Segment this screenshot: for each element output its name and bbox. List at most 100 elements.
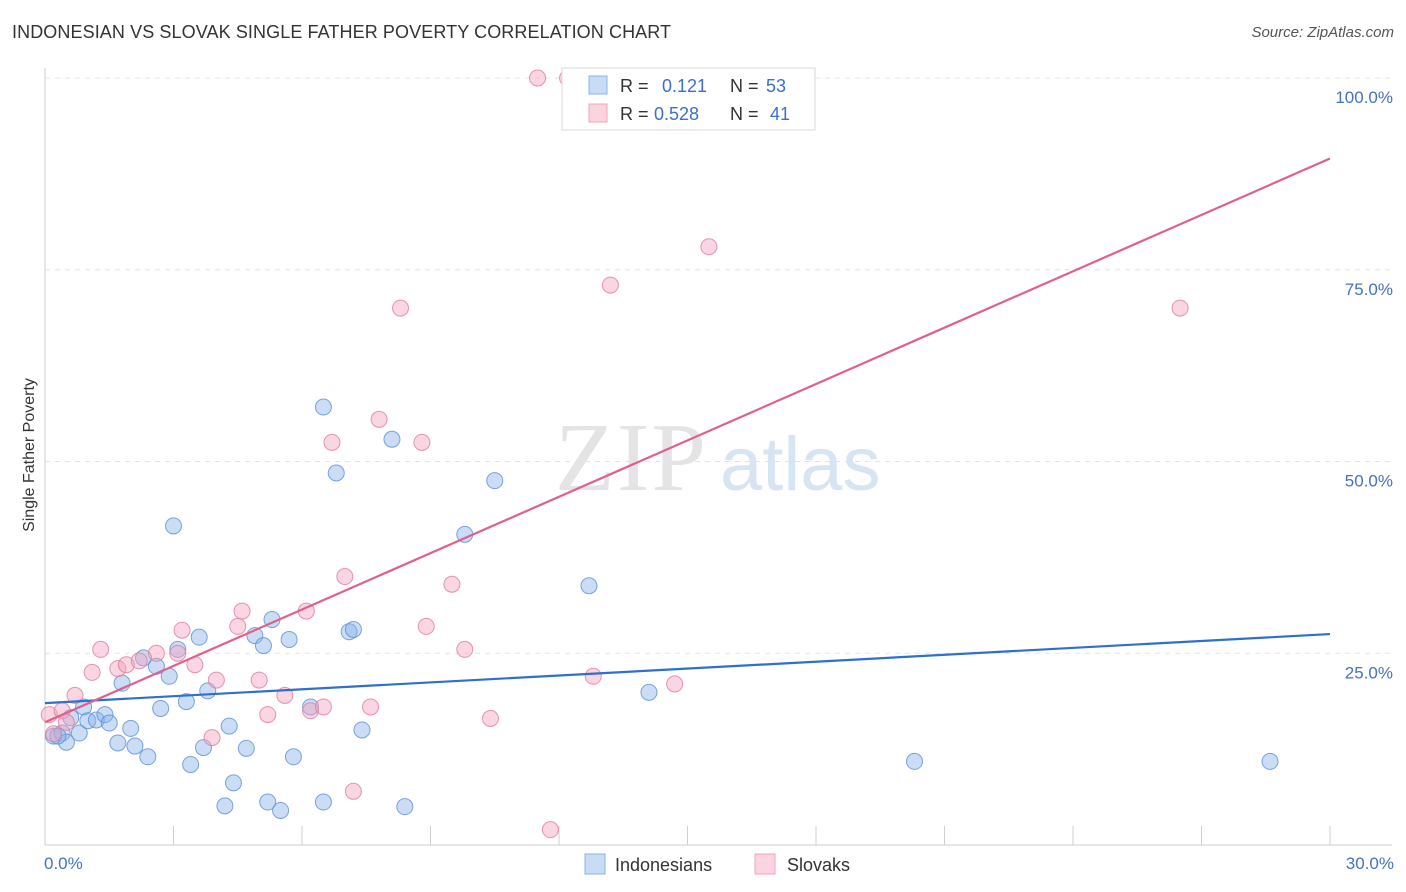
slovaks-point	[392, 299, 410, 317]
indonesians-point	[1261, 752, 1279, 770]
slovaks-point	[362, 698, 380, 716]
indonesians-point	[152, 699, 170, 717]
slovaks-point	[314, 698, 332, 716]
indonesians-point	[272, 801, 290, 819]
slovaks-point	[130, 652, 148, 670]
slovaks-point	[250, 671, 268, 689]
indonesians-point	[79, 712, 97, 730]
y-tick-label: 75.0%	[1345, 280, 1393, 299]
y-tick-label: 50.0%	[1345, 472, 1393, 491]
slovaks-point	[413, 433, 431, 451]
indonesians-point	[109, 734, 127, 752]
watermark-zip: ZIP	[555, 404, 708, 512]
slovaks-point	[443, 575, 461, 593]
source-label: Source: ZipAtlas.com	[1251, 24, 1394, 41]
slovaks-point	[417, 617, 435, 635]
bottom-legend-swatch-indonesians	[584, 853, 606, 875]
watermark-atlas: atlas	[720, 422, 881, 507]
slovaks-point	[66, 686, 84, 704]
slovaks-point	[92, 640, 110, 658]
indonesians-point	[353, 721, 371, 739]
legend-r-value-2: 0.528	[654, 104, 699, 124]
slovaks-point	[229, 617, 247, 635]
y-tick-label: 25.0%	[1345, 663, 1393, 682]
indonesians-point	[640, 683, 658, 701]
indonesians-point	[169, 640, 187, 658]
indonesians-point	[87, 711, 105, 729]
indonesians-point	[182, 755, 200, 773]
legend-n-label-1: N =	[730, 76, 759, 96]
indonesians-point	[237, 739, 255, 757]
legend-r-label-1: R =	[620, 76, 649, 96]
y-tick-label: 100.0%	[1335, 88, 1393, 107]
slovaks-point	[169, 644, 187, 662]
y-axis-label: Single Father Poverty	[21, 378, 38, 532]
slovaks-point	[147, 644, 165, 662]
indonesians-point	[383, 430, 401, 448]
watermark: ZIP atlas	[555, 404, 881, 512]
bottom-legend-swatch-slovaks	[754, 853, 776, 875]
indonesians-point	[216, 797, 234, 815]
grid-lines	[45, 77, 1392, 654]
indonesians-point	[284, 748, 302, 766]
indonesians-point	[302, 698, 320, 716]
slovaks-point	[117, 656, 135, 674]
indonesians-point	[327, 464, 345, 482]
slovaks-point	[45, 725, 63, 743]
slovaks-point	[666, 675, 684, 693]
indonesians-point	[314, 398, 332, 416]
axes: 25.0% 50.0% 75.0% 100.0% 0.0% 30.0%	[44, 68, 1394, 873]
slovaks-point	[336, 568, 354, 586]
indonesians-point	[254, 637, 272, 655]
indonesians-point	[139, 748, 157, 766]
slovaks-point	[259, 706, 277, 724]
trend-lines	[44, 157, 1331, 724]
indonesians-trend-line	[44, 632, 1331, 705]
legend-swatch-slovaks	[588, 103, 608, 123]
slovaks-point	[173, 621, 191, 639]
legend-r-value-1: 0.121	[662, 76, 707, 96]
indonesians-point	[396, 798, 414, 816]
indonesians-point	[177, 693, 195, 711]
x-tick-label-max: 30.0%	[1346, 854, 1394, 873]
slovaks-point	[203, 729, 221, 747]
bottom-legend-slovaks: Slovaks	[787, 855, 850, 875]
indonesians-point	[486, 472, 504, 490]
legend-n-value-2: 41	[770, 104, 790, 124]
indonesians-point	[57, 733, 75, 751]
slovaks-point	[584, 667, 602, 685]
slovaks-point	[302, 702, 320, 720]
indonesians-point	[220, 717, 238, 735]
indonesians-point	[165, 517, 182, 535]
bottom-legend: Indonesians Slovaks	[584, 853, 850, 875]
slovaks-point	[109, 660, 127, 678]
bottom-legend-indonesians: Indonesians	[615, 855, 712, 875]
slovaks-point	[481, 709, 499, 727]
indonesians-point	[259, 793, 277, 811]
indonesians-point	[224, 774, 242, 792]
slovaks-point	[57, 713, 75, 731]
slovaks-point	[233, 602, 251, 620]
slovaks-point	[700, 238, 718, 256]
legend-r-label-2: R =	[620, 104, 649, 124]
indonesians-point	[314, 793, 332, 811]
indonesians-point	[580, 577, 598, 595]
indonesians-point	[122, 719, 140, 737]
legend-n-value-1: 53	[766, 76, 786, 96]
indonesians-point	[280, 630, 298, 648]
indonesians-point	[70, 724, 88, 742]
slovaks-point	[456, 640, 474, 658]
slovaks-point	[83, 663, 101, 681]
slovaks-point	[344, 782, 362, 800]
slovaks-point	[529, 69, 547, 87]
slovaks-point	[323, 433, 341, 451]
slovaks-trend-line	[44, 157, 1331, 724]
slovaks-point	[601, 276, 619, 294]
slovaks-point	[207, 671, 225, 689]
slovaks-point	[541, 821, 559, 839]
legend-n-label-2: N =	[730, 104, 759, 124]
indonesians-point	[190, 628, 208, 646]
indonesians-point	[344, 620, 362, 638]
slovaks-point	[1171, 299, 1189, 317]
